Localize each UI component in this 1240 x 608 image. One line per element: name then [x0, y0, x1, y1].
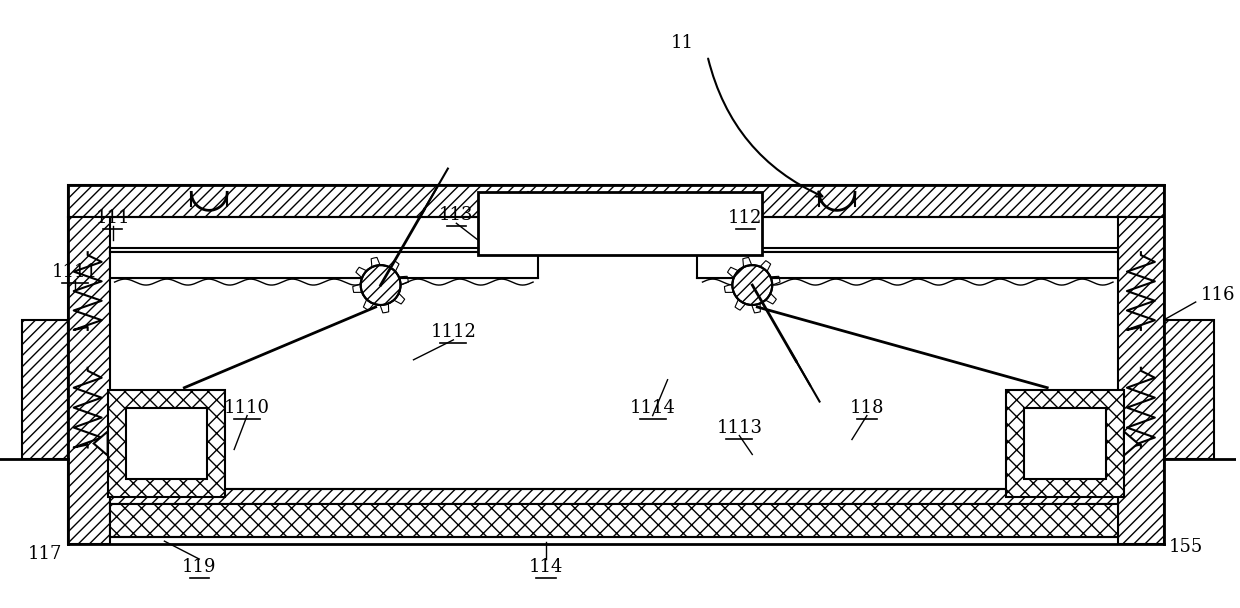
- Text: 1112: 1112: [430, 323, 476, 341]
- Text: 112: 112: [728, 209, 763, 227]
- Text: 1111: 1111: [52, 263, 98, 281]
- Polygon shape: [94, 432, 108, 455]
- Bar: [108, 390, 226, 497]
- Bar: [68, 185, 1164, 217]
- Bar: [125, 407, 207, 479]
- Text: 113: 113: [439, 206, 474, 224]
- Bar: [68, 217, 109, 544]
- Text: 1110: 1110: [224, 399, 270, 416]
- Text: 117: 117: [27, 545, 62, 563]
- Text: 118: 118: [849, 399, 884, 416]
- Polygon shape: [1123, 432, 1138, 455]
- Circle shape: [361, 265, 401, 305]
- Bar: [697, 252, 1118, 278]
- Bar: [1118, 217, 1164, 544]
- Bar: [109, 252, 538, 278]
- Circle shape: [733, 265, 773, 305]
- Text: 11: 11: [671, 34, 694, 52]
- Bar: [479, 192, 763, 255]
- Bar: [109, 504, 1118, 537]
- Text: 1114: 1114: [630, 399, 676, 416]
- Text: 119: 119: [182, 558, 217, 576]
- Bar: [109, 185, 1118, 544]
- Bar: [1164, 320, 1214, 460]
- Text: 155: 155: [1168, 538, 1203, 556]
- Text: 1113: 1113: [717, 418, 763, 437]
- Bar: [109, 489, 1118, 504]
- Text: 116: 116: [1200, 286, 1235, 304]
- Bar: [1024, 407, 1106, 479]
- Text: 111: 111: [95, 209, 130, 227]
- Bar: [1007, 390, 1123, 497]
- Text: 114: 114: [528, 558, 563, 576]
- Bar: [22, 320, 68, 460]
